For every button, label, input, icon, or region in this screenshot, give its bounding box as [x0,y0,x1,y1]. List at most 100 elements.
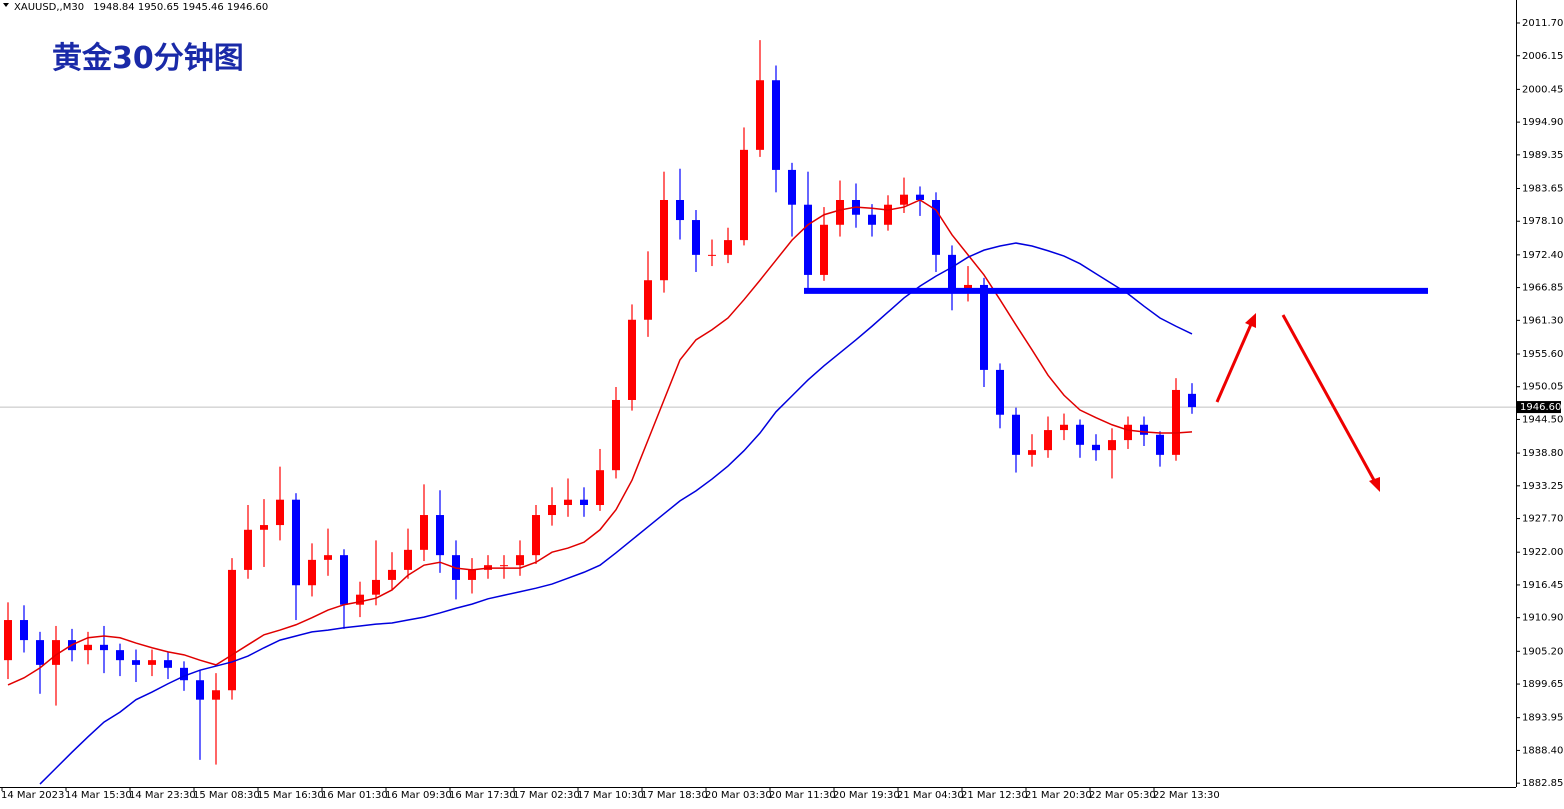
arrowhead [1369,477,1380,492]
x-tick-label: 17 Mar 18:30 [641,790,708,801]
y-tick-label: 1961.30 [1522,315,1563,326]
y-tick-label: 2000.45 [1522,84,1563,95]
x-tick-label: 21 Mar 04:30 [897,790,964,801]
x-tick-label: 22 Mar 13:30 [1153,790,1220,801]
candle-body [164,660,172,668]
candle-body [820,224,828,275]
candle-body [884,204,892,225]
candle-body [1076,424,1084,445]
candle-body [276,499,284,526]
candle-body [580,499,588,506]
candle-body [116,650,124,661]
candle-body [404,549,412,570]
candle-body [20,620,28,641]
moving-average [39,242,1193,785]
candle-body [84,644,92,651]
header-low: 1945.46 [182,2,223,13]
header-close: 1946.60 [227,2,268,13]
candle-body [1028,450,1036,455]
arrow-up [1215,321,1254,403]
y-tick-label: 1966.85 [1522,283,1563,294]
candle-body [1172,389,1180,455]
candle-body [980,284,988,370]
candle-body [516,555,524,566]
candle-body [132,660,140,665]
y-tick-label: 1927.70 [1522,514,1563,525]
candle-body [100,644,108,651]
y-tick-label: 1905.20 [1522,646,1563,657]
candle-body [228,569,236,691]
candle-body [52,640,60,665]
y-tick-label: 2011.70 [1522,18,1563,29]
candle-body [148,660,156,665]
x-tick-label: 15 Mar 08:30 [193,790,260,801]
y-tick-label: 1938.80 [1522,448,1563,459]
candle-body [340,555,348,605]
candle-body [836,199,844,225]
price-tag-label: 1946.60 [1520,402,1561,413]
y-tick-label: 1893.95 [1522,713,1563,724]
y-tick-label: 1882.85 [1522,778,1563,789]
candle-body [292,499,300,586]
x-tick-label: 17 Mar 02:30 [513,790,580,801]
candle-body [932,199,940,255]
candle-body [804,204,812,275]
candle-body [500,565,508,567]
x-tick-label: 17 Mar 10:30 [577,790,644,801]
x-tick-label: 14 Mar 23:30 [129,790,196,801]
plot [0,40,1516,785]
symbol: XAUUSD,,M30 [14,2,84,13]
candle-body [708,254,716,256]
x-tick-label: 15 Mar 16:30 [257,790,324,801]
candle-body [596,470,604,506]
x-tick-label: 22 Mar 05:30 [1089,790,1156,801]
x-tick-label: 20 Mar 03:30 [705,790,772,801]
x-tick-label: 16 Mar 01:30 [321,790,388,801]
candle-body [468,569,476,580]
candle-body [868,214,876,225]
candle-body [676,199,684,221]
candle-body [564,499,572,506]
y-tick-label: 1899.65 [1522,679,1563,690]
candle-body [964,284,972,290]
candle-body [1188,393,1196,408]
x-tick-label: 14 Mar 15:30 [65,790,132,801]
candle-body [388,569,396,580]
candle-body [4,620,12,661]
candle-body [740,149,748,241]
candle-body [420,515,428,550]
y-tick-label: 1955.60 [1522,349,1563,360]
x-tick-label: 14 Mar 2023 [1,790,64,801]
y-tick-label: 1922.00 [1522,547,1563,558]
x-tick-label: 16 Mar 09:30 [385,790,452,801]
y-tick-label: 1978.10 [1522,216,1563,227]
chart-title: 黄金30分钟图 [52,41,244,76]
y-tick-label: 1888.40 [1522,745,1563,756]
candle-body [644,280,652,320]
candle-body [436,515,444,556]
y-tick-label: 1944.50 [1522,414,1563,425]
candle-body [212,690,220,700]
y-tick-label: 1994.90 [1522,117,1563,128]
y-tick-label: 1916.45 [1522,580,1563,591]
candle-body [356,594,364,605]
candle-body [996,369,1004,415]
header: XAUUSD,,M30 1948.84 1950.65 1945.46 1946… [14,2,268,13]
y-tick-label: 1972.40 [1522,250,1563,261]
candle-body [260,525,268,530]
candle-body [948,254,956,290]
header-open: 1948.84 [93,2,134,13]
candle-body [324,555,332,560]
candle-body [772,80,780,170]
candle-body [532,515,540,556]
candle-body [372,579,380,595]
candle-body [196,680,204,700]
candle-body [1108,440,1116,451]
candle-body [36,640,44,665]
y-tick-label: 1989.35 [1522,150,1563,161]
x-tick-label: 16 Mar 17:30 [449,790,516,801]
candle-body [244,529,252,570]
price-tag [1517,401,1561,414]
y-tick-label: 1933.25 [1522,481,1563,492]
